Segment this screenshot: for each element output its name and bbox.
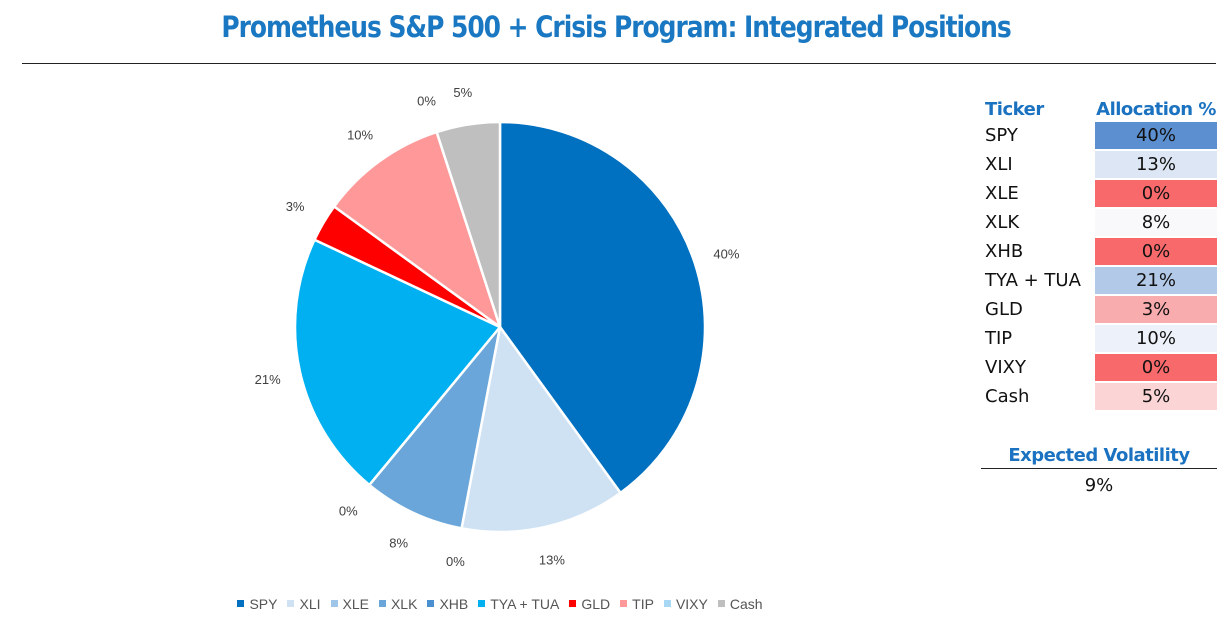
legend-label: Cash	[729, 596, 763, 612]
ticker-cell: XLI	[981, 150, 1095, 180]
legend-swatch	[287, 600, 295, 607]
legend-swatch	[663, 600, 671, 607]
table-header-row: Ticker Allocation %	[981, 96, 1217, 122]
legend-label: XLE	[342, 596, 369, 612]
pie-slice	[293, 238, 502, 487]
legend-item: XLI	[287, 596, 321, 612]
data-label: 3%	[286, 199, 305, 214]
allocation-cell: 0%	[1095, 237, 1217, 267]
legend-swatch	[237, 600, 245, 607]
chart-legend: SPY XLI XLE XLK XHB TYA + TUA GLD TIP VIXY Cash	[0, 596, 1000, 612]
ticker-cell: SPY	[981, 122, 1095, 151]
data-label: 0%	[339, 503, 358, 518]
data-label: 0%	[446, 554, 465, 569]
ticker-cell: TIP	[981, 324, 1095, 354]
legend-swatch	[378, 600, 386, 607]
legend-item: XLE	[330, 596, 369, 612]
table-row: VIXY 0%	[981, 353, 1217, 383]
legend-label: GLD	[581, 596, 611, 612]
data-label: 5%	[453, 85, 472, 100]
allocation-cell: 8%	[1095, 208, 1217, 238]
ticker-cell: XLK	[981, 208, 1095, 238]
allocation-cell: 3%	[1095, 295, 1217, 325]
pie-slice	[498, 120, 707, 495]
header-allocation: Allocation %	[1096, 98, 1216, 120]
header-ticker: Ticker	[985, 98, 1044, 120]
ticker-cell: XLE	[981, 179, 1095, 209]
legend-item: VIXY	[663, 596, 708, 612]
legend-swatch	[569, 600, 577, 607]
pie-slice	[368, 325, 502, 530]
allocation-cell: 5%	[1095, 382, 1217, 412]
ticker-cell: TYA + TUA	[981, 266, 1095, 296]
legend-item: SPY	[237, 596, 277, 612]
title-divider	[22, 63, 1216, 64]
legend-item: XLK	[378, 596, 418, 612]
table-row: XLE 0%	[981, 179, 1217, 209]
volatility-label: Expected Volatility	[981, 445, 1217, 469]
table-row: XLI 13%	[981, 150, 1217, 180]
legend-label: XLK	[390, 596, 418, 612]
data-label: 13%	[539, 552, 565, 567]
allocation-table: Ticker Allocation % SPY 40% XLI 13% XLE 0% XLK…	[981, 96, 1217, 412]
legend-label: VIXY	[675, 596, 708, 612]
allocation-cell: 10%	[1095, 324, 1217, 354]
volatility-box: Expected Volatility 9%	[981, 445, 1217, 496]
legend-swatch	[330, 600, 338, 607]
allocation-cell: 13%	[1095, 150, 1217, 180]
legend-label: XHB	[439, 596, 469, 612]
table-row: Cash 5%	[981, 382, 1217, 412]
legend-label: XLI	[299, 596, 321, 612]
allocation-cell: 40%	[1095, 122, 1217, 151]
legend-swatch	[427, 600, 435, 607]
legend-label: TIP	[632, 596, 654, 612]
data-label: 10%	[347, 128, 373, 143]
allocation-cell: 0%	[1095, 179, 1217, 209]
legend-swatch	[717, 600, 725, 607]
data-label: 8%	[389, 535, 408, 550]
pie-chart: 40% 13% 0% 8% 0% 21% 3% 10% 0% 5%	[255, 85, 740, 569]
legend-label: TYA + TUA	[490, 596, 560, 612]
data-label: 40%	[713, 247, 739, 262]
pie-slice	[332, 130, 502, 329]
table-row: TYA + TUA 21%	[981, 266, 1217, 296]
ticker-cell: GLD	[981, 295, 1095, 325]
legend-label: SPY	[249, 596, 278, 612]
legend-item: GLD	[569, 596, 610, 612]
pie-slice	[435, 120, 502, 329]
table-row: TIP 10%	[981, 324, 1217, 354]
table-row: XLK 8%	[981, 208, 1217, 238]
volatility-value: 9%	[1084, 475, 1114, 496]
data-label: 21%	[255, 372, 281, 387]
data-label: 0%	[417, 94, 436, 109]
ticker-cell: VIXY	[981, 353, 1095, 383]
allocation-cell: 21%	[1095, 266, 1217, 296]
legend-item: XHB	[427, 596, 468, 612]
table-row: XHB 0%	[981, 237, 1217, 267]
ticker-cell: Cash	[981, 382, 1095, 412]
legend-swatch	[620, 600, 628, 607]
ticker-cell: XHB	[981, 237, 1095, 267]
allocation-cell: 0%	[1095, 353, 1217, 383]
legend-item: Cash	[717, 596, 763, 612]
legend-item: TIP	[620, 596, 654, 612]
legend-swatch	[478, 600, 486, 607]
page-title: Prometheus S&P 500 + Crisis Program: Int…	[221, 10, 1011, 44]
legend-item: TYA + TUA	[478, 596, 559, 612]
table-row: SPY 40%	[981, 122, 1217, 151]
table-row: GLD 3%	[981, 295, 1217, 325]
pie-slice	[460, 325, 622, 534]
